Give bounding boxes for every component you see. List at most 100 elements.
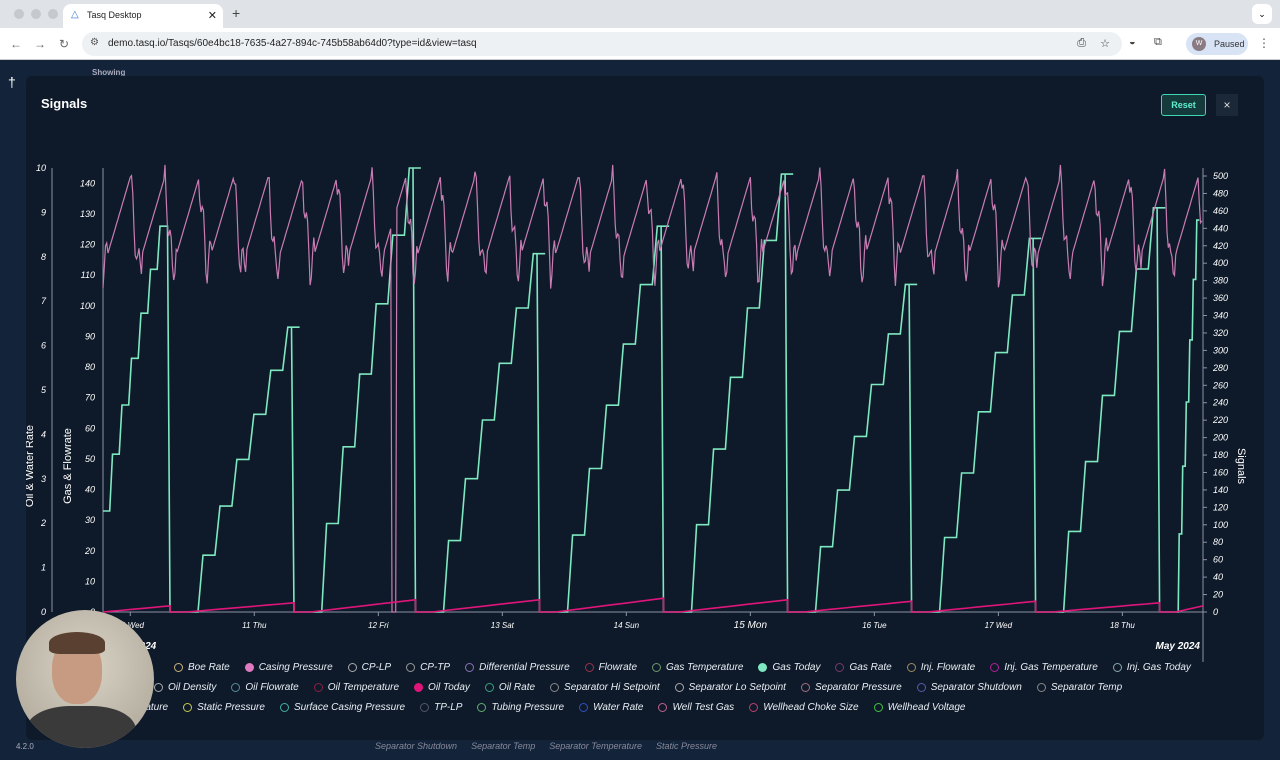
browser-tab[interactable]: △ Tasq Desktop ✕ — [63, 4, 223, 28]
legend-item-separator-shutdown[interactable]: Separator Shutdown — [916, 682, 1022, 693]
y1-tick-label: 4 — [41, 429, 46, 439]
y3-tick-label: 200 — [1212, 433, 1228, 443]
url-input[interactable]: ⚙ demo.tasq.io/Tasqs/60e4bc18-7635-4a27-… — [82, 32, 1122, 56]
browser-menu-icon[interactable]: ⋮ — [1258, 36, 1270, 50]
legend-item-wellhead-choke-size[interactable]: Wellhead Choke Size — [749, 702, 859, 713]
y1-tick-label: 10 — [36, 163, 46, 173]
legend-marker-icon — [916, 683, 926, 692]
legend-label: Wellhead Voltage — [887, 702, 966, 713]
y1-tick-label: 3 — [41, 474, 46, 484]
legend-label: Tubing Pressure — [491, 702, 565, 713]
legend-label: Oil Density — [168, 682, 217, 693]
legend-item-oil-rate[interactable]: Oil Rate — [484, 682, 535, 693]
x-tick-label: 17 Wed — [985, 621, 1013, 630]
x-tick-label: 16 Tue — [862, 621, 887, 630]
legend-item-well-test-gas[interactable]: Well Test Gas — [658, 702, 734, 713]
legend-item-gas-rate[interactable]: Gas Rate — [835, 662, 892, 673]
tasq-logo-icon: △ — [71, 9, 79, 20]
forward-icon[interactable]: → — [34, 37, 46, 51]
legend-item-oil-temperature[interactable]: Oil Temperature — [313, 682, 399, 693]
site-settings-icon[interactable]: ⚙ — [90, 37, 99, 48]
y1-tick-label: 1 — [41, 563, 46, 573]
y1-tick-label: 7 — [41, 296, 47, 306]
legend-item-oil-today[interactable]: Oil Today — [414, 682, 470, 693]
y3-tick-label: 80 — [1213, 537, 1223, 547]
legend-item-cp-lp[interactable]: CP-LP — [347, 662, 392, 673]
y2-tick-label: 70 — [85, 393, 95, 403]
legend-label: Separator Pressure — [814, 682, 902, 693]
y1-tick-label: 6 — [41, 341, 46, 351]
legend-item-cp-tp[interactable]: CP-TP — [406, 662, 450, 673]
y2-tick-label: 40 — [85, 485, 95, 495]
legend-item-separator-hi-setpoint[interactable]: Separator Hi Setpoint — [550, 682, 660, 693]
legend-item-inj-gas-temperature[interactable]: Inj. Gas Temperature — [990, 662, 1098, 673]
bg-legend-item: Static Pressure — [656, 741, 718, 751]
legend-marker-icon — [584, 663, 594, 672]
background-showing-label: Showing — [92, 68, 126, 77]
legend-item-tubing-pressure[interactable]: Tubing Pressure — [477, 702, 564, 713]
legend-label: Water Rate — [593, 702, 644, 713]
close-button[interactable]: × — [1216, 94, 1238, 116]
y1-axis-title: Oil & Water Rate — [26, 425, 36, 507]
casing-pressure-line — [102, 164, 1203, 613]
reset-button[interactable]: Reset — [1161, 94, 1206, 116]
legend-item-gas-temperature[interactable]: Gas Temperature — [652, 662, 743, 673]
tab-title: Tasq Desktop — [87, 10, 142, 20]
legend-item-inj-gas-today[interactable]: Inj. Gas Today — [1112, 662, 1191, 673]
legend-marker-icon — [835, 663, 845, 672]
y2-axis-title: Gas & Flowrate — [62, 428, 74, 504]
install-app-icon[interactable]: ⎙ — [1077, 37, 1086, 49]
legend-item-separator-temp[interactable]: Separator Temp — [1036, 682, 1123, 693]
legend-item-oil-density[interactable]: Oil Density — [154, 682, 216, 693]
bg-legend-item: Separator Temp — [471, 741, 536, 751]
legend-marker-icon — [465, 663, 475, 672]
y3-tick-label: 300 — [1213, 345, 1228, 355]
bg-legend-item: Separator Temperature — [549, 741, 643, 751]
profile-status: Paused — [1214, 39, 1245, 49]
legend-item-separator-lo-setpoint[interactable]: Separator Lo Setpoint — [674, 682, 786, 693]
extension-icon[interactable]: ◒ — [1129, 36, 1136, 48]
signals-chart[interactable]: 0123456789100102030405060708090100110120… — [26, 76, 1264, 662]
bookmark-star-icon[interactable]: ☆ — [1100, 38, 1110, 50]
y3-tick-label: 260 — [1212, 380, 1228, 390]
legend-label: CP-LP — [361, 662, 392, 673]
legend-label: Differential Pressure — [479, 662, 570, 673]
legend-label: Separator Lo Setpoint — [688, 682, 786, 693]
y3-tick-label: 280 — [1212, 363, 1228, 373]
legend-item-flowrate[interactable]: Flowrate — [584, 662, 637, 673]
legend-label: Oil Flowrate — [245, 682, 299, 693]
legend-item-casing-pressure[interactable]: Casing Pressure — [244, 662, 333, 673]
y2-tick-label: 20 — [84, 546, 95, 556]
legend-item-wellhead-voltage[interactable]: Wellhead Voltage — [873, 702, 966, 713]
close-tab-icon[interactable]: ✕ — [207, 10, 217, 22]
legend-item-separator-pressure[interactable]: Separator Pressure — [800, 682, 902, 693]
legend-label: Gas Today — [772, 662, 821, 673]
legend-item-inj-flowrate[interactable]: Inj. Flowrate — [906, 662, 975, 673]
y1-tick-label: 5 — [41, 385, 47, 395]
legend-label: TP-LP — [434, 702, 463, 713]
legend-label: Separator Temp — [1050, 682, 1123, 693]
legend-row: Boe Rate Casing Pressure CP-LP CP-TP Differe… — [174, 662, 1206, 673]
legend-marker-icon — [420, 703, 430, 712]
new-tab-button[interactable]: + — [232, 5, 241, 21]
legend-item-oil-flowrate[interactable]: Oil Flowrate — [231, 682, 299, 693]
window-controls[interactable] — [14, 9, 58, 19]
legend-item-static-pressure[interactable]: Static Pressure — [183, 702, 265, 713]
gas-today-line — [103, 167, 1200, 613]
legend-item-gas-today[interactable]: Gas Today — [758, 662, 820, 673]
app-version: 4.2.0 — [16, 742, 34, 751]
legend-item-differential-pressure[interactable]: Differential Pressure — [465, 662, 570, 673]
legend-marker-icon — [674, 683, 684, 692]
profile-button[interactable]: W Paused — [1186, 33, 1248, 55]
legend-item-water-rate[interactable]: Water Rate — [579, 702, 643, 713]
legend-item-boe-rate[interactable]: Boe Rate — [174, 662, 230, 673]
legend-label: Wellhead Choke Size — [763, 702, 859, 713]
tab-search-chevron-icon[interactable]: ⌄ — [1252, 4, 1272, 24]
extensions-puzzle-icon[interactable]: ⧉ — [1154, 36, 1162, 48]
legend-item-surface-casing-pressure[interactable]: Surface Casing Pressure — [279, 702, 405, 713]
y3-tick-label: 380 — [1213, 276, 1228, 286]
legend-item-tp-lp[interactable]: TP-LP — [420, 702, 462, 713]
back-icon[interactable]: ← — [10, 37, 22, 51]
reload-icon[interactable]: ↻ — [59, 37, 70, 51]
y3-tick-label: 420 — [1213, 241, 1228, 251]
